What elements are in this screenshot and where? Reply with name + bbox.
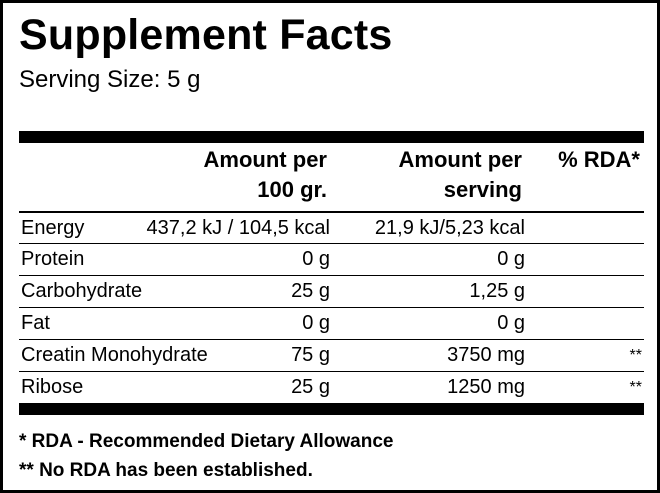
amount-per-serving: 1,25 g xyxy=(469,280,525,302)
footnotes: * RDA - Recommended Dietary Allowance **… xyxy=(19,427,393,485)
column-header-per-serving: Amount per serving xyxy=(398,147,522,202)
panel-title: Supplement Facts xyxy=(19,11,393,59)
amount-per-serving: 1250 mg xyxy=(447,376,525,398)
amount-per-100g: 75 g xyxy=(291,344,330,366)
table-row: Protein 0 g 0 g xyxy=(19,243,644,275)
amount-per-100g: 0 g xyxy=(302,312,330,334)
nutrient-name: Protein xyxy=(21,248,85,270)
serving-size: Serving Size: 5 g xyxy=(19,66,201,93)
nutrient-name: Fat xyxy=(21,312,50,334)
table-row: Ribose 25 g 1250 mg ** xyxy=(19,371,644,403)
amount-per-serving: 3750 mg xyxy=(447,344,525,366)
nutrient-name: Creatin Monohydrate xyxy=(21,344,208,366)
column-header-rda: % RDA* xyxy=(558,147,640,172)
amount-per-serving: 0 g xyxy=(497,312,525,334)
amount-per-serving: 0 g xyxy=(497,248,525,270)
nutrient-name: Energy xyxy=(21,217,85,239)
amount-per-serving: 21,9 kJ/5,23 kcal xyxy=(374,217,525,239)
nutrient-name: Carbohydrate xyxy=(21,280,143,302)
column-header-per-100g: Amount per 100 gr. xyxy=(203,147,327,202)
rda-value: ** xyxy=(629,379,642,396)
amount-per-100g: 0 g xyxy=(302,248,330,270)
nutrient-name: Ribose xyxy=(21,376,84,398)
table-row: Energy 437,2 kJ / 104,5 kcal 21,9 kJ/5,2… xyxy=(19,211,644,243)
table-row: Carbohydrate 25 g 1,25 g xyxy=(19,275,644,307)
footnote-no-rda: ** No RDA has been established. xyxy=(19,460,313,481)
footnote-rda-definition: * RDA - Recommended Dietary Allowance xyxy=(19,431,394,452)
top-divider-bar xyxy=(19,131,644,143)
amount-per-100g: 25 g xyxy=(291,376,330,398)
table-row: Fat 0 g 0 g xyxy=(19,307,644,339)
table-row: Creatin Monohydrate 75 g 3750 mg ** xyxy=(19,339,644,371)
nutrient-table: Energy 437,2 kJ / 104,5 kcal 21,9 kJ/5,2… xyxy=(19,211,644,403)
amount-per-100g: 25 g xyxy=(291,280,330,302)
amount-per-100g: 437,2 kJ / 104,5 kcal xyxy=(146,217,330,239)
bottom-divider-bar xyxy=(19,403,644,415)
rda-value: ** xyxy=(629,347,642,364)
